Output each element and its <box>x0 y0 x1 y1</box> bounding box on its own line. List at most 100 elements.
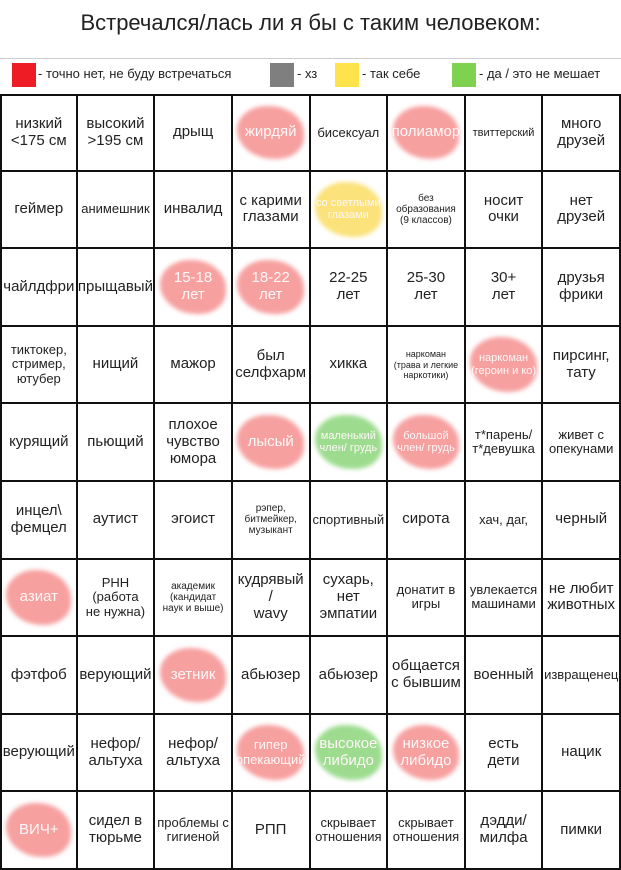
grid-cell: сирота <box>388 482 466 560</box>
cell-text: нефор/ альтуха <box>166 734 221 769</box>
grid-cell: инвалид <box>155 171 233 250</box>
cell-text: РНН (работа не нужна) <box>85 574 146 619</box>
grid-cell: рэпер, битмейкер, музыкант <box>232 482 311 560</box>
cell-text: дрыщ <box>172 123 214 141</box>
grid-cell: прыщавый <box>77 249 156 327</box>
cell-text: кудрявый / wavy <box>237 571 304 622</box>
grid-cell: инцел\ фемцел <box>0 482 78 560</box>
cell-text: РПП <box>254 820 287 838</box>
highlight <box>237 259 304 315</box>
highlight <box>315 182 382 237</box>
cell-text: был селфхарм <box>235 346 307 381</box>
grid-cell: пирсинг, тату <box>543 326 621 405</box>
grid-cell: низкий <175 см <box>0 94 78 172</box>
cell-text: нацик <box>561 743 602 761</box>
grid-cell: хикка <box>310 326 389 405</box>
cell-text: 15-18 лет <box>173 269 213 303</box>
grid-cell: тиктокер, стример, ютубер <box>0 326 78 405</box>
grid-cell: верующий <box>0 714 78 793</box>
grid-cell: ВИЧ+ <box>0 792 78 870</box>
grid-cell: извращенец <box>543 637 621 715</box>
grid-cell: низкое либидо <box>388 714 466 793</box>
cell-text: низкое либидо <box>400 734 452 769</box>
grid-cell: 30+ лет <box>465 249 544 327</box>
cell-text: дэдди/ милфа <box>479 812 528 847</box>
grid-cell: со светлыми глазами <box>310 171 389 250</box>
grid-cell: общается с бывшим <box>388 637 466 715</box>
highlight <box>315 725 382 780</box>
grid-cell: 22-25 лет <box>310 249 389 327</box>
grid-cell: дрыщ <box>155 94 233 172</box>
legend-label: - точно нет, не буду встречаться <box>38 66 232 81</box>
legend-swatch <box>12 63 36 87</box>
cell-text: верующий <box>2 743 75 761</box>
title: Встречался/лась ли я бы с таким человеко… <box>80 10 541 35</box>
cell-text: со светлыми глазами <box>316 197 381 222</box>
grid-cell: жирдяй <box>232 94 311 172</box>
grid-cell: 18-22 лет <box>232 249 311 327</box>
grid-cell: нацик <box>543 714 621 793</box>
grid-cell: хач, даг, <box>465 482 544 560</box>
grid-cell: бисексуал <box>310 94 389 172</box>
grid-cell: скрывает отношения <box>310 792 389 870</box>
highlight <box>392 106 460 160</box>
grid-cell: нефор/ альтуха <box>77 714 156 793</box>
grid-cell: спортивный <box>310 482 389 560</box>
cell-text: нищий <box>92 355 139 373</box>
grid-cell: азиат <box>0 559 78 638</box>
grid-cell: с карими глазами <box>232 171 311 250</box>
legend-label: - так себе <box>362 66 421 81</box>
grid-cell: друзья фрики <box>543 249 621 327</box>
grid-cell: высокий >195 см <box>77 94 156 172</box>
cell-text: сирота <box>402 510 450 528</box>
grid-cell: лысый <box>232 404 311 482</box>
cell-text: проблемы с гигиеной <box>157 814 229 845</box>
cell-text: высокое либидо <box>319 734 378 769</box>
cell-text: скрывает отношения <box>392 814 460 845</box>
cell-text: 22-25 лет <box>329 269 368 303</box>
cell-text: чайлдфри <box>3 277 75 295</box>
grid-cell: нищий <box>77 326 156 405</box>
cell-text: жирдяй <box>244 123 297 141</box>
cell-text: полиамор <box>391 123 461 141</box>
cell-text: спортивный <box>312 511 385 527</box>
grid-cell: твиттерский <box>465 94 544 172</box>
cell-text: с карими глазами <box>239 191 302 226</box>
highlight <box>159 647 227 703</box>
grid-cell: живет с опекунами <box>543 404 621 482</box>
cell-text: инцел\ фемцел <box>10 502 67 536</box>
grid-cell: наркоман (трава и легкие наркотики) <box>388 326 466 405</box>
grid-cell: курящий <box>0 404 78 482</box>
cell-text: донатит в игры <box>396 581 456 612</box>
cell-text: увлекается машинами <box>469 581 538 612</box>
highlight <box>315 414 382 470</box>
cell-text: твиттерский <box>472 126 535 139</box>
cell-text: азиат <box>19 587 58 605</box>
grid-cell: дэдди/ милфа <box>465 792 544 870</box>
cell-text: 30+ лет <box>490 269 517 303</box>
grid-cell: анимешник <box>77 171 156 250</box>
grid-cell: полиамор <box>388 94 466 172</box>
cell-text: верующий <box>79 665 152 683</box>
cell-text: мажор <box>170 355 216 373</box>
cell-text: академик (кандидат наук и выше) <box>162 580 224 614</box>
cell-text: лысый <box>247 432 294 450</box>
grid: низкий <175 см высокий >195 см дрыщ жирдяй б… <box>0 94 621 870</box>
cell-text: скрывает отношения <box>315 814 382 845</box>
cell-text: низкий <175 см <box>10 115 67 149</box>
cell-text: ВИЧ+ <box>19 820 59 838</box>
cell-text: абьюзер <box>318 665 379 683</box>
cell-text: высокий >195 см <box>86 115 145 149</box>
cell-text: зетник <box>170 665 216 683</box>
cell-text: пимки <box>560 820 603 838</box>
grid-cell: аутист <box>77 482 156 560</box>
grid-cell: высокое либидо <box>310 714 389 793</box>
cell-text: нефор/ альтуха <box>88 734 143 769</box>
grid-cell: мажор <box>155 326 233 405</box>
highlight <box>237 106 304 160</box>
cell-text: наркоман (трава и легкие наркотики) <box>393 349 459 380</box>
cell-text: хач, даг, <box>479 511 528 527</box>
grid-cell: нет друзей <box>543 171 621 250</box>
cell-text: тиктокер, стример, ютубер <box>10 341 67 386</box>
grid-cell: пьющий <box>77 404 156 482</box>
